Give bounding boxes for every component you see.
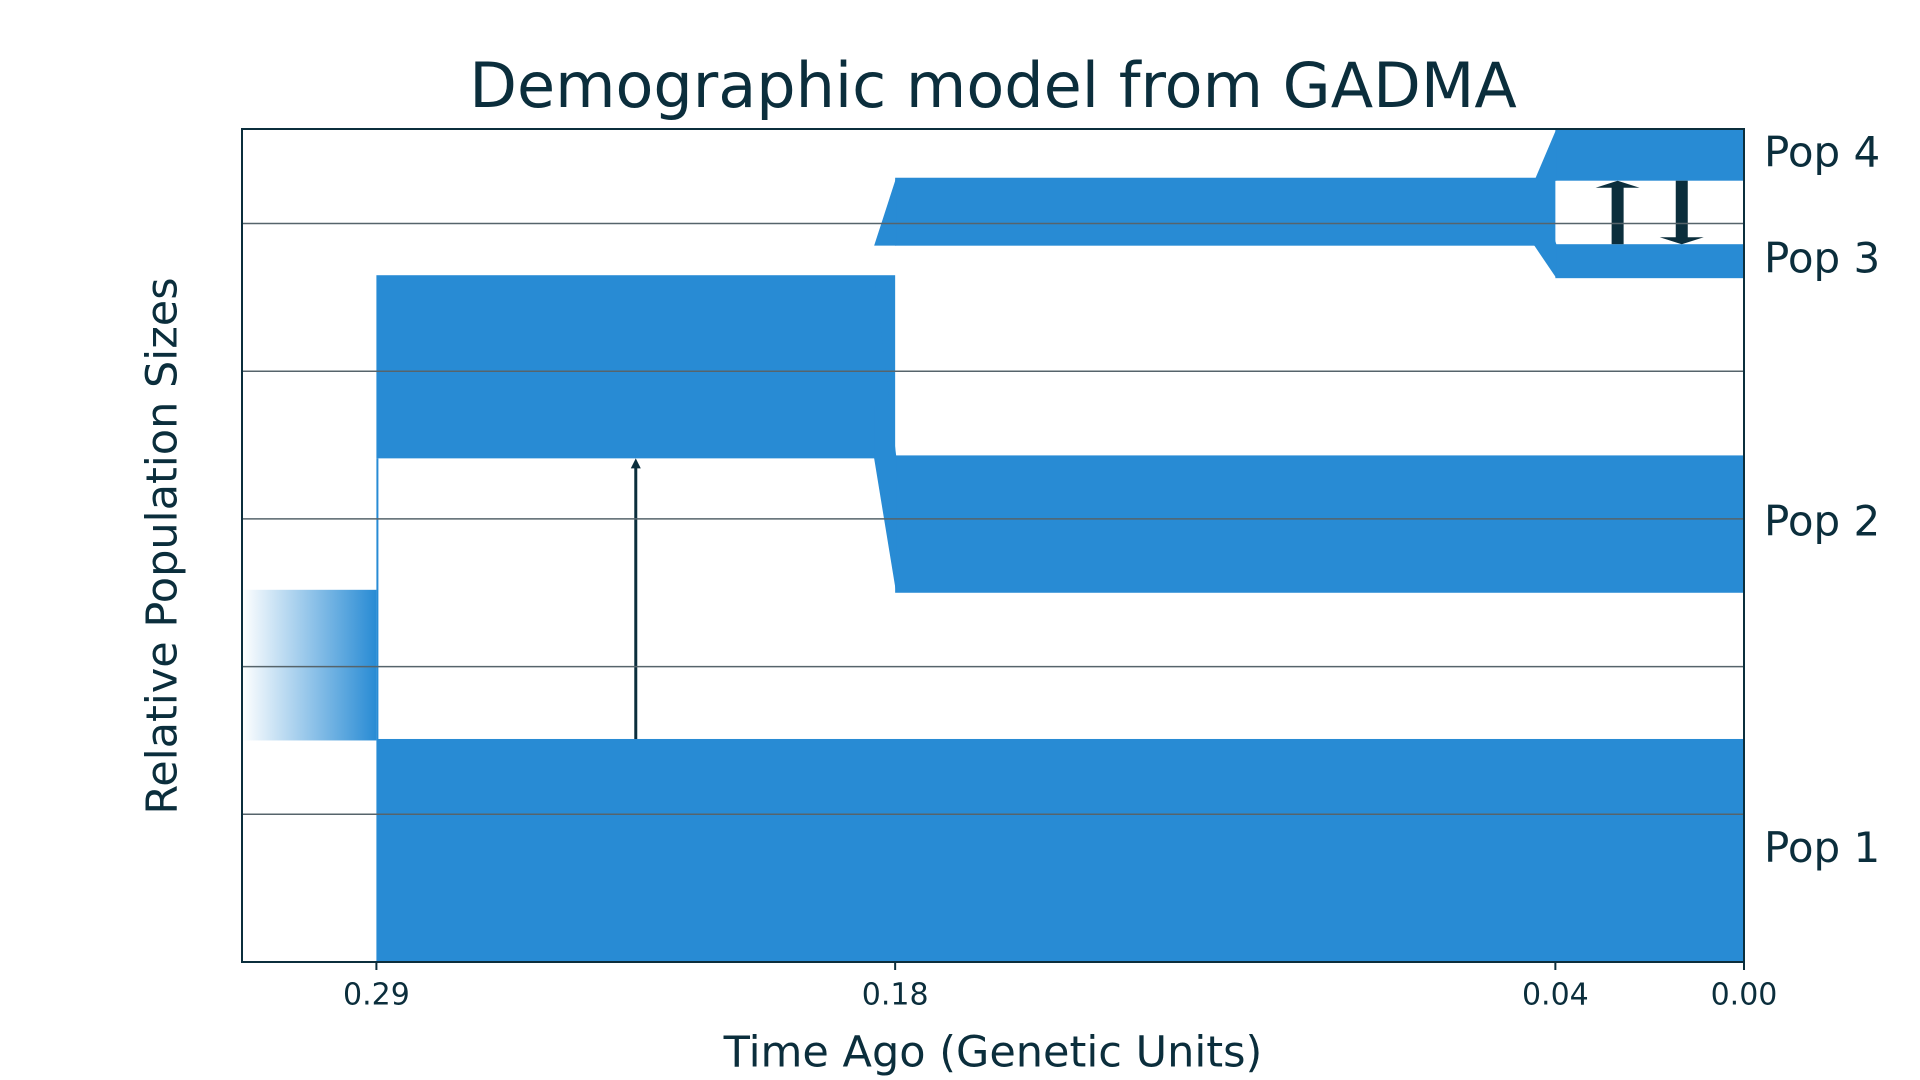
population-label: Pop 2	[1764, 497, 1880, 546]
x-tick-label: 0.29	[343, 978, 410, 1013]
ancestral-population	[242, 589, 377, 741]
plot-frame	[241, 128, 1745, 963]
population-epoch	[895, 455, 1744, 593]
population-epoch	[1555, 129, 1744, 181]
x-tick-label: 0.04	[1522, 978, 1589, 1013]
migration-arrow	[1675, 180, 1688, 239]
x-axis-label: Time Ago (Genetic Units)	[723, 1028, 1263, 1078]
migration-arrow	[1611, 186, 1624, 245]
split-edge	[1534, 129, 1557, 181]
population-epoch	[1555, 244, 1744, 279]
epoch-transition	[874, 275, 897, 593]
population-label: Pop 1	[1764, 823, 1880, 872]
split-edge	[874, 177, 897, 246]
arrow-head	[630, 458, 641, 469]
population-label: Pop 3	[1764, 234, 1880, 283]
population-epoch	[376, 738, 1745, 962]
epoch-transition	[1534, 177, 1557, 279]
y-axis-label: Relative Population Sizes	[138, 277, 188, 814]
arrow-head	[1595, 180, 1640, 188]
population-label: Pop 4	[1764, 127, 1880, 176]
population-epoch	[895, 177, 1556, 246]
population-epoch	[376, 275, 896, 459]
arrow-head	[1659, 237, 1704, 245]
x-tick-label: 0.00	[1711, 978, 1778, 1013]
x-tick-label: 0.18	[862, 978, 929, 1013]
chart-title: Demographic model from GADMA	[469, 49, 1517, 122]
